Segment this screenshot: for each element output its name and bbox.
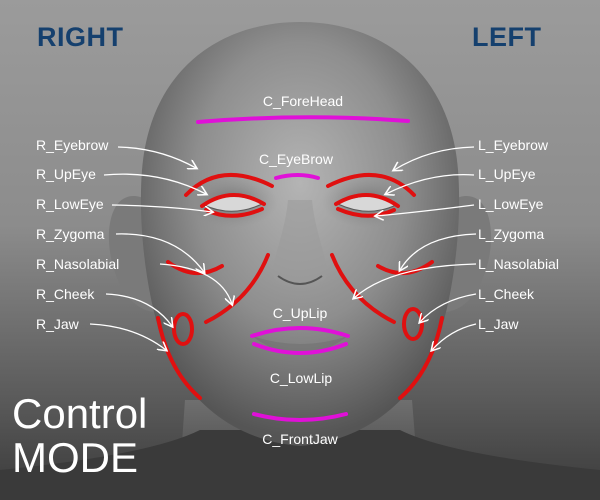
label-r-upeye: R_UpEye xyxy=(36,166,96,182)
right-pointer-arrows xyxy=(89,146,232,350)
label-l-jaw: L_Jaw xyxy=(478,316,519,332)
arrow-r-eyebrow xyxy=(117,146,196,168)
arrow-r-nasolabial xyxy=(159,263,232,304)
nostrils-shape xyxy=(277,275,323,285)
c-eyebrow-curve xyxy=(274,173,320,180)
label-l-cheek: L_Cheek xyxy=(478,286,535,302)
c-lowlip-curve xyxy=(252,342,348,355)
arrow-r-loweye xyxy=(111,204,212,212)
label-r-cheek: R_Cheek xyxy=(36,286,95,302)
c-frontjaw-curve xyxy=(252,412,348,422)
arrow-r-zygoma xyxy=(115,233,204,272)
arrow-r-upeye xyxy=(103,173,206,194)
label-r-loweye: R_LowEye xyxy=(36,196,104,212)
r-upeye-curve xyxy=(200,193,266,208)
c-uplip-curve xyxy=(250,326,350,338)
r-nasolabial-curve xyxy=(204,253,270,324)
arrow-l-loweye xyxy=(376,204,475,216)
l-jaw-curve xyxy=(398,316,444,400)
label-r-jaw: R_Jaw xyxy=(36,316,79,332)
arrow-l-zygoma xyxy=(400,233,477,270)
arrow-l-jaw xyxy=(432,323,477,350)
left-pointer-arrows xyxy=(354,146,477,350)
label-r-zygoma: R_Zygoma xyxy=(36,226,105,242)
mode-title-line2: MODE xyxy=(12,434,138,481)
label-l-eyebrow: L_Eyebrow xyxy=(478,137,549,153)
r-cheek-ellipse xyxy=(172,312,194,346)
shoulders-shape xyxy=(0,430,600,500)
arrow-l-eyebrow xyxy=(394,146,475,170)
label-l-nasolabial: L_Nasolabial xyxy=(478,256,559,272)
label-l-loweye: L_LowEye xyxy=(478,196,544,212)
l-eyebrow-curve xyxy=(326,172,416,197)
label-c-lowlip: C_LowLip xyxy=(269,370,333,386)
control-mode-title: Control MODE xyxy=(12,392,147,480)
label-l-upeye: L_UpEye xyxy=(478,166,536,182)
c-forehead-curve xyxy=(196,115,410,124)
arrow-l-nasolabial xyxy=(354,263,477,298)
arrow-r-jaw xyxy=(89,323,166,350)
label-c-uplip: C_UpLip xyxy=(272,305,328,321)
arrow-r-cheek xyxy=(105,293,172,326)
mode-title-line1: Control xyxy=(12,390,148,437)
l-loweye-curve xyxy=(336,207,396,218)
arrow-l-upeye xyxy=(386,174,475,194)
label-r-nasolabial: R_Nasolabial xyxy=(36,256,120,272)
label-c-frontjaw: C_FrontJaw xyxy=(262,431,338,447)
right-side-heading: RIGHT xyxy=(37,22,124,52)
left-side-heading: LEFT xyxy=(472,22,542,52)
l-upeye-curve xyxy=(334,193,400,208)
center-controls xyxy=(196,115,410,422)
nose-shape xyxy=(273,200,327,287)
label-r-eyebrow: R_Eyebrow xyxy=(36,137,109,153)
label-c-eyebrow: C_EyeBrow xyxy=(259,151,333,167)
label-c-forehead: C_ForeHead xyxy=(262,93,344,109)
label-l-zygoma: L_Zygoma xyxy=(478,226,545,242)
arrow-l-cheek xyxy=(420,293,477,322)
r-jaw-curve xyxy=(156,316,202,400)
